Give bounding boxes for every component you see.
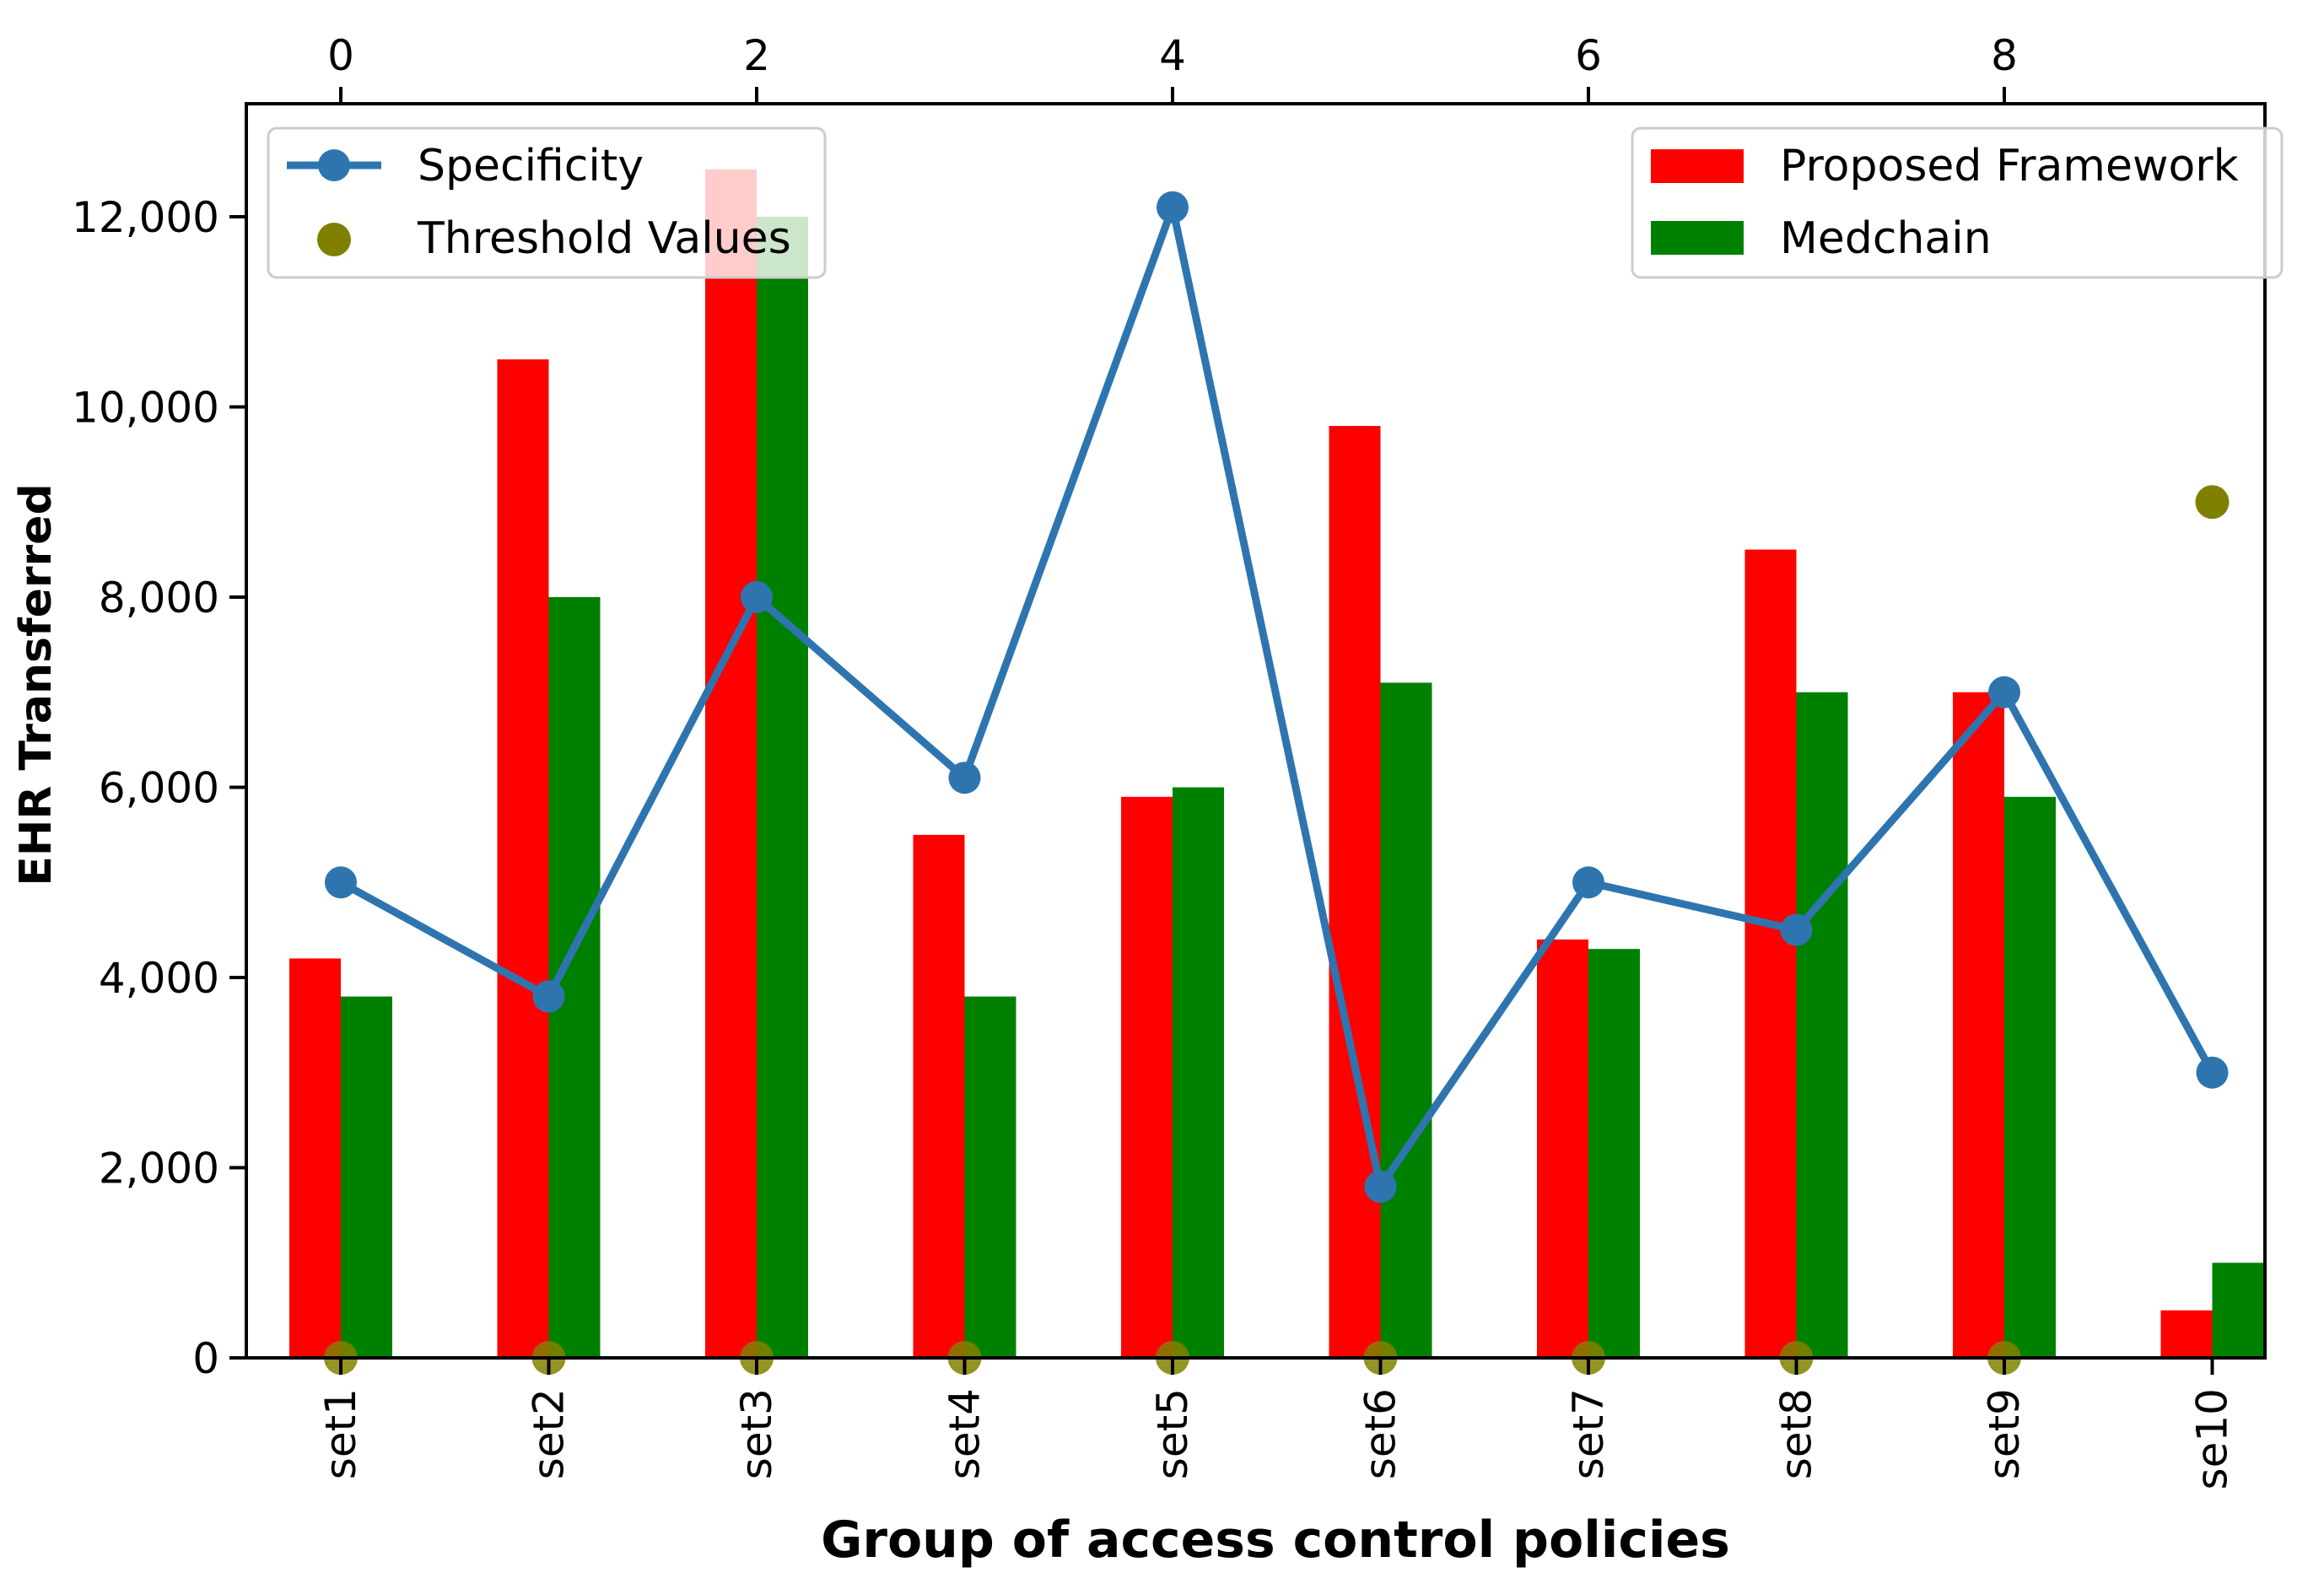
legend-threshold-marker-icon — [317, 223, 351, 256]
x-tick-label-set5: set5 — [1148, 1388, 1197, 1479]
top-x-tick-label: 0 — [327, 31, 354, 80]
x-tick-label-set7: set7 — [1564, 1388, 1613, 1479]
axis-layer: 0 2,000 4,000 6,000 8,000 10,000 12,000 set1 set… — [72, 31, 2236, 1489]
bar-proposed-framework-set8 — [1744, 549, 1797, 1358]
bar-proposed-framework-set2 — [497, 359, 549, 1358]
bar-proposed-framework-set3 — [705, 169, 757, 1358]
y-tick-label: 4,000 — [99, 954, 219, 1003]
y-tick-label: 12,000 — [72, 193, 219, 242]
x-tick-label-set9: set9 — [1980, 1388, 2029, 1479]
specificity-point-set6 — [1364, 1171, 1397, 1204]
legend-medchain-label: Medchain — [1780, 213, 1992, 264]
top-x-tick-label: 6 — [1575, 31, 1602, 80]
legend-medchain-swatch — [1651, 221, 1744, 255]
x-axis-label: Group of access control policies — [821, 1511, 1730, 1570]
legend-specificity-marker-icon — [318, 149, 350, 181]
specificity-point-set8 — [1780, 913, 1813, 946]
x-tick-label-se10: se10 — [2188, 1388, 2237, 1489]
legend-threshold-label: Threshold Values — [417, 213, 791, 264]
top-x-tick-label: 2 — [743, 31, 770, 80]
bar-proposed-framework-set1 — [289, 958, 341, 1358]
legend-right-box — [1631, 127, 2284, 279]
legend-left: Specificity Threshold Values — [267, 127, 827, 279]
y-tick-label: 6,000 — [99, 764, 219, 813]
legend-specificity-label: Specificity — [418, 141, 644, 191]
specificity-point-se10 — [2196, 1056, 2229, 1089]
bar-proposed-framework-set9 — [1953, 692, 2004, 1358]
bar-medchain-set5 — [1173, 787, 1224, 1358]
y-axis-label: EHR Transferred — [11, 483, 62, 886]
bar-medchain-set3 — [757, 217, 808, 1358]
threshold-point-se10 — [2195, 485, 2230, 520]
legend-proposed-label: Proposed Framework — [1780, 141, 2239, 191]
legend-proposed-swatch — [1651, 149, 1744, 183]
x-tick-label-set6: set6 — [1356, 1388, 1405, 1479]
bar-proposed-framework-set4 — [913, 834, 965, 1358]
specificity-point-set1 — [325, 866, 357, 899]
bar-medchain-se10 — [2212, 1263, 2264, 1358]
specificity-line — [338, 203, 2216, 1191]
y-tick-label: 0 — [192, 1334, 219, 1383]
x-tick-label-set1: set1 — [316, 1388, 365, 1479]
y-tick-label: 10,000 — [72, 384, 219, 433]
bar-medchain-set6 — [1380, 682, 1432, 1358]
specificity-point-set5 — [1157, 191, 1189, 224]
legend-left-box — [267, 127, 827, 279]
bar-proposed-framework-set7 — [1537, 939, 1588, 1358]
x-tick-label-set4: set4 — [941, 1388, 989, 1479]
specificity-point-set3 — [741, 581, 773, 613]
x-tick-label-set2: set2 — [525, 1388, 574, 1479]
bar-medchain-set1 — [341, 996, 392, 1358]
y-tick-label: 2,000 — [99, 1144, 219, 1193]
bar-proposed-framework-se10 — [2160, 1310, 2213, 1358]
specificity-point-set9 — [1988, 676, 2020, 708]
x-tick-label-set3: set3 — [732, 1388, 781, 1479]
top-x-tick-label: 4 — [1159, 31, 1186, 80]
bar-medchain-set8 — [1796, 692, 1848, 1358]
bar-medchain-set9 — [2004, 796, 2056, 1358]
bar-medchain-set7 — [1588, 949, 1640, 1358]
bar-medchain-set4 — [964, 996, 1016, 1358]
bar-proposed-framework-set6 — [1329, 426, 1381, 1358]
specificity-point-set4 — [948, 762, 981, 794]
plot-layer — [289, 169, 2264, 1375]
bar-proposed-framework-set5 — [1121, 796, 1173, 1358]
x-tick-label-set8: set8 — [1772, 1388, 1821, 1479]
plot-frame — [245, 102, 2267, 1360]
specificity-point-set7 — [1572, 866, 1604, 899]
legend-right: Proposed Framework Medchain — [1631, 127, 2284, 279]
top-x-tick-label: 8 — [1991, 31, 2018, 80]
y-tick-label: 8,000 — [99, 574, 219, 622]
specificity-point-set2 — [532, 980, 565, 1013]
